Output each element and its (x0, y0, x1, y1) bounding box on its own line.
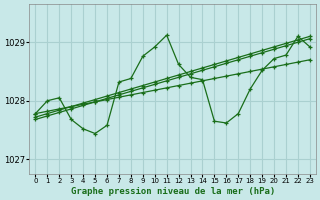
X-axis label: Graphe pression niveau de la mer (hPa): Graphe pression niveau de la mer (hPa) (70, 187, 275, 196)
